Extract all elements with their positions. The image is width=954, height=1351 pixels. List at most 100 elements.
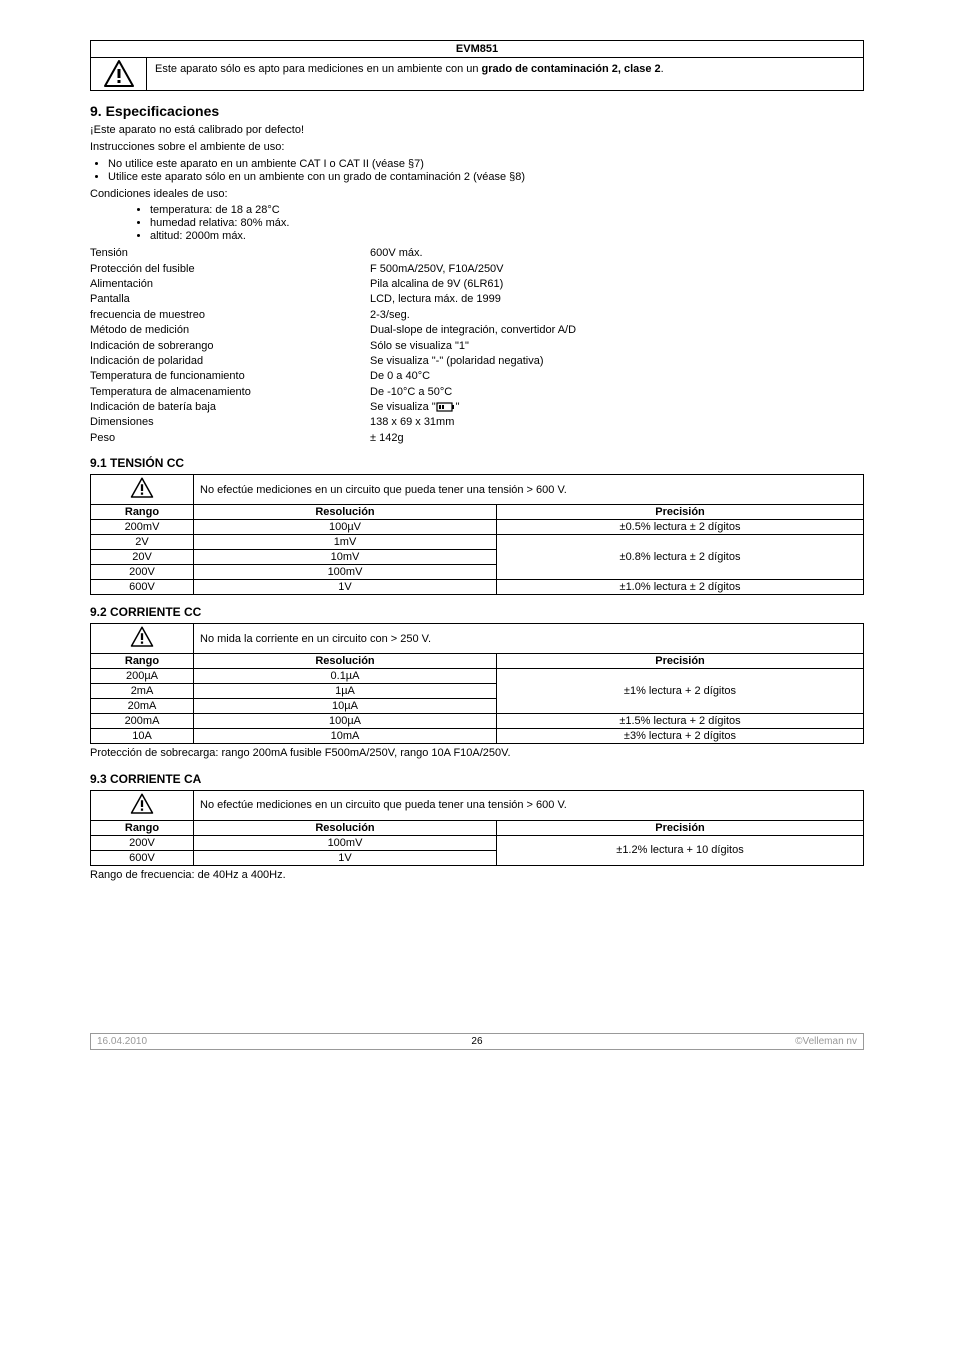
cell-resolution: 100µA xyxy=(194,714,497,729)
spec-value: ± 142g xyxy=(370,431,864,446)
spec-value: Se visualiza "" xyxy=(370,400,864,415)
cell-resolution: 1mV xyxy=(194,535,497,550)
warning-bold: grado de contaminación 2, clase 2 xyxy=(482,63,661,75)
cell-range: 20V xyxy=(91,550,194,565)
cell-range: 10A xyxy=(91,729,194,744)
cond-item: temperatura: de 18 a 28°C xyxy=(150,204,864,216)
section-9-3-title: 9.3 CORRIENTE CA xyxy=(90,772,864,786)
cell-resolution: 100µV xyxy=(194,520,497,535)
table-row: 10A10mA±3% lectura + 2 dígitos xyxy=(91,729,864,744)
spec-row: Temperatura de funcionamientoDe 0 a 40°C xyxy=(90,369,864,384)
spec-label: Dimensiones xyxy=(90,415,370,430)
warning-icon xyxy=(130,792,154,816)
cell-resolution: 1V xyxy=(194,580,497,595)
spec-row: Temperatura de almacenamientoDe -10°C a … xyxy=(90,385,864,400)
header-warning-text: Este aparato sólo es apto para medicione… xyxy=(147,58,863,90)
cell-range: 2V xyxy=(91,535,194,550)
warning-icon-cell xyxy=(91,58,147,90)
spec-label: Temperatura de funcionamiento xyxy=(90,369,370,384)
section-9-1-title: 9.1 TENSIÓN CC xyxy=(90,456,864,470)
spec-value: De -10°C a 50°C xyxy=(370,385,864,400)
warning-icon xyxy=(130,476,154,500)
spec-row: AlimentaciónPila alcalina de 9V (6LR61) xyxy=(90,277,864,292)
cell-range: 20mA xyxy=(91,699,194,714)
instr-list: No utilice este aparato en un ambiente C… xyxy=(90,158,864,183)
spec-label: Peso xyxy=(90,431,370,446)
battery-icon xyxy=(436,401,456,413)
warning-icon-cell xyxy=(91,624,194,654)
footer-copyright: ©Velleman nv xyxy=(604,1036,857,1047)
spec-label: Alimentación xyxy=(90,277,370,292)
th-range: Rango xyxy=(91,820,194,835)
spec-list: Tensión600V máx.Protección del fusibleF … xyxy=(90,246,864,446)
spec-value: F 500mA/250V, F10A/250V xyxy=(370,262,864,277)
cell-range: 600V xyxy=(91,580,194,595)
cell-precision: ±1.5% lectura + 2 dígitos xyxy=(497,714,864,729)
th-resolution: Resolución xyxy=(194,505,497,520)
cell-resolution: 0.1µA xyxy=(194,669,497,684)
th-precision: Precisión xyxy=(497,820,864,835)
cell-precision: ±3% lectura + 2 dígitos xyxy=(497,729,864,744)
table-row: 200µA0.1µA±1% lectura + 2 dígitos xyxy=(91,669,864,684)
cell-range: 200V xyxy=(91,835,194,850)
instr-item: No utilice este aparato en un ambiente C… xyxy=(108,158,864,170)
cell-precision: ±0.8% lectura ± 2 dígitos xyxy=(497,535,864,580)
th-range: Rango xyxy=(91,654,194,669)
table-9-1: No efectúe mediciones en un circuito que… xyxy=(90,474,864,595)
spec-value: LCD, lectura máx. de 1999 xyxy=(370,292,864,307)
spec-row: frecuencia de muestreo 2-3/seg. xyxy=(90,308,864,323)
warning-icon xyxy=(130,625,154,649)
header-box: EVM851 Este aparato sólo es apto para me… xyxy=(90,40,864,91)
spec-label: Indicación de batería baja xyxy=(90,400,370,415)
table-row: 200mA100µA±1.5% lectura + 2 dígitos xyxy=(91,714,864,729)
warning-icon xyxy=(103,58,135,90)
warning-icon-cell xyxy=(91,790,194,820)
spec-row: Método de mediciónDual-slope de integrac… xyxy=(90,323,864,338)
spec-value: 600V máx. xyxy=(370,246,864,261)
doc-title: EVM851 xyxy=(91,41,863,58)
table-warning: No efectúe mediciones en un circuito que… xyxy=(194,475,864,505)
cell-range: 200µA xyxy=(91,669,194,684)
spec-value: 2-3/seg. xyxy=(370,308,864,323)
spec-row: Dimensiones138 x 69 x 31mm xyxy=(90,415,864,430)
spec-row: Indicación de polaridadSe visualiza "-" … xyxy=(90,354,864,369)
table-warning: No mida la corriente en un circuito con … xyxy=(194,624,864,654)
table-9-2-note: Protección de sobrecarga: rango 200mA fu… xyxy=(90,746,864,761)
cell-precision: ±0.5% lectura ± 2 dígitos xyxy=(497,520,864,535)
spec-label: Indicación de sobrerango xyxy=(90,339,370,354)
spec-value: Se visualiza "-" (polaridad negativa) xyxy=(370,354,864,369)
cell-precision: ±1.0% lectura ± 2 dígitos xyxy=(497,580,864,595)
cond-heading: Condiciones ideales de uso: xyxy=(90,187,864,202)
spec-label: Tensión xyxy=(90,246,370,261)
th-precision: Precisión xyxy=(497,505,864,520)
warning-suffix: . xyxy=(661,63,664,75)
spec-value: Dual-slope de integración, convertidor A… xyxy=(370,323,864,338)
instr-item: Utilice este aparato sólo en un ambiente… xyxy=(108,171,864,183)
cell-resolution: 10mV xyxy=(194,550,497,565)
footer-page: 26 xyxy=(350,1036,603,1047)
spec-value: De 0 a 40°C xyxy=(370,369,864,384)
spec-row: Tensión600V máx. xyxy=(90,246,864,261)
spec-label: Método de medición xyxy=(90,323,370,338)
th-precision: Precisión xyxy=(497,654,864,669)
spec-value: 138 x 69 x 31mm xyxy=(370,415,864,430)
cell-resolution: 10µA xyxy=(194,699,497,714)
spec-value: Sólo se visualiza "1" xyxy=(370,339,864,354)
spec-value: Pila alcalina de 9V (6LR61) xyxy=(370,277,864,292)
spec-label: Temperatura de almacenamiento xyxy=(90,385,370,400)
cell-range: 200mA xyxy=(91,714,194,729)
spec-label: frecuencia de muestreo xyxy=(90,308,370,323)
table-row: 2V1mV±0.8% lectura ± 2 dígitos xyxy=(91,535,864,550)
section-9-title: 9. Especificaciones xyxy=(90,103,864,119)
table-9-2: No mida la corriente en un circuito con … xyxy=(90,623,864,744)
cond-item: humedad relativa: 80% máx. xyxy=(150,217,864,229)
footer-date: 16.04.2010 xyxy=(97,1036,350,1047)
table-row: 200mV100µV±0.5% lectura ± 2 dígitos xyxy=(91,520,864,535)
cell-resolution: 100mV xyxy=(194,835,497,850)
warning-prefix: Este aparato sólo es apto para medicione… xyxy=(155,63,482,75)
table-warning: No efectúe mediciones en un circuito que… xyxy=(194,790,864,820)
cell-range: 2mA xyxy=(91,684,194,699)
instr-heading: Instrucciones sobre el ambiente de uso: xyxy=(90,140,864,155)
th-resolution: Resolución xyxy=(194,654,497,669)
warning-icon-cell xyxy=(91,475,194,505)
